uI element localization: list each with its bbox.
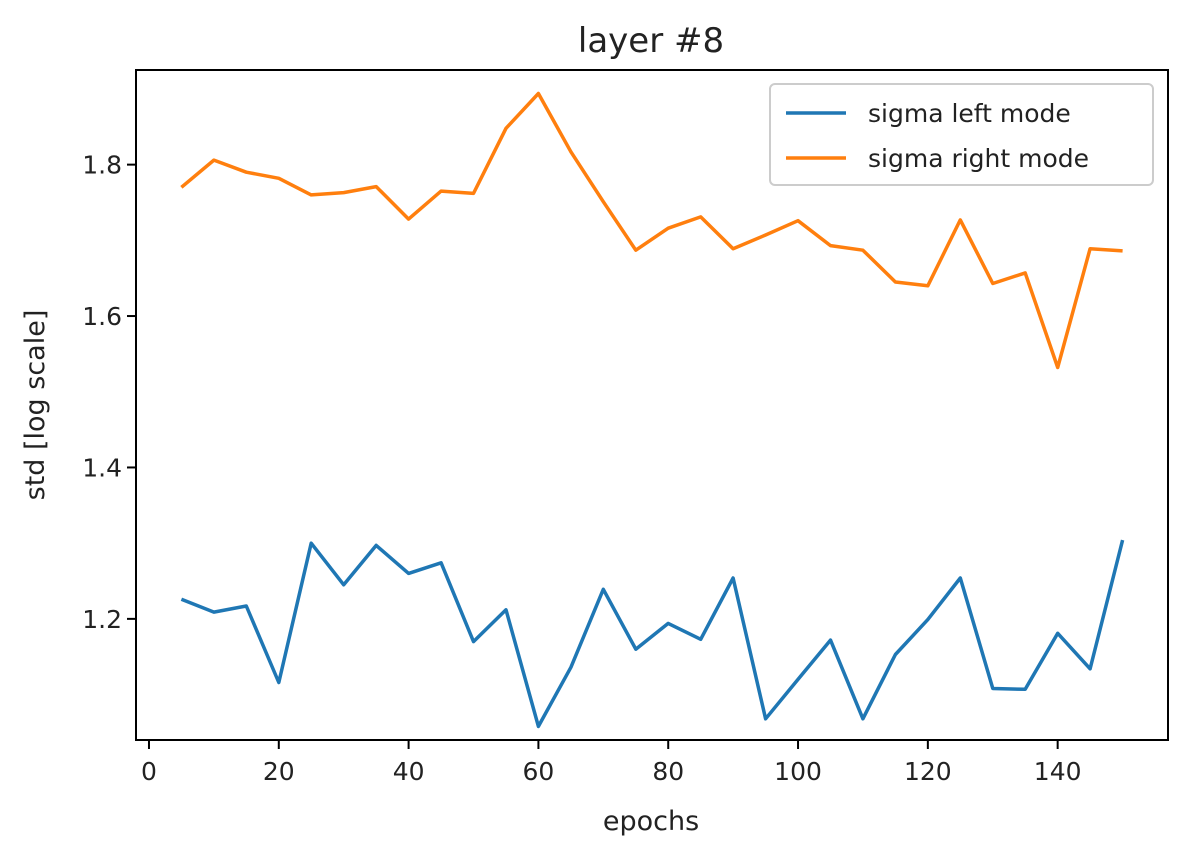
y-axis-ticks: 1.2 1.4 1.6 1.8: [82, 151, 136, 634]
x-axis-ticks: 0 20 40 60 80 100 120 140: [141, 740, 1082, 786]
x-tick-label: 60: [523, 757, 555, 786]
y-tick-label: 1.4: [82, 453, 122, 482]
x-tick-label: 100: [774, 757, 822, 786]
x-tick-label: 120: [904, 757, 952, 786]
legend-label: sigma right mode: [868, 144, 1089, 173]
x-tick-label: 40: [393, 757, 425, 786]
x-tick-label: 0: [141, 757, 157, 786]
legend-box: [769, 83, 1154, 186]
y-axis-label: std [log scale]: [20, 310, 51, 501]
plot-lines: [180, 91, 1125, 729]
series-line-1: [180, 539, 1125, 729]
y-tick-label: 1.8: [82, 151, 122, 180]
series-line-2: [180, 91, 1123, 370]
x-tick-label: 80: [652, 757, 684, 786]
y-tick-label: 1.6: [82, 302, 122, 331]
y-tick-label: 1.2: [82, 605, 122, 634]
x-tick-label: 20: [263, 757, 295, 786]
x-tick-label: 140: [1034, 757, 1082, 786]
chart-title: layer #8: [578, 21, 724, 61]
legend: sigma left mode sigma right mode: [769, 83, 1154, 186]
axes-frame: [135, 69, 1169, 741]
x-axis-label: epochs: [603, 806, 699, 837]
legend-label: sigma left mode: [868, 99, 1071, 128]
